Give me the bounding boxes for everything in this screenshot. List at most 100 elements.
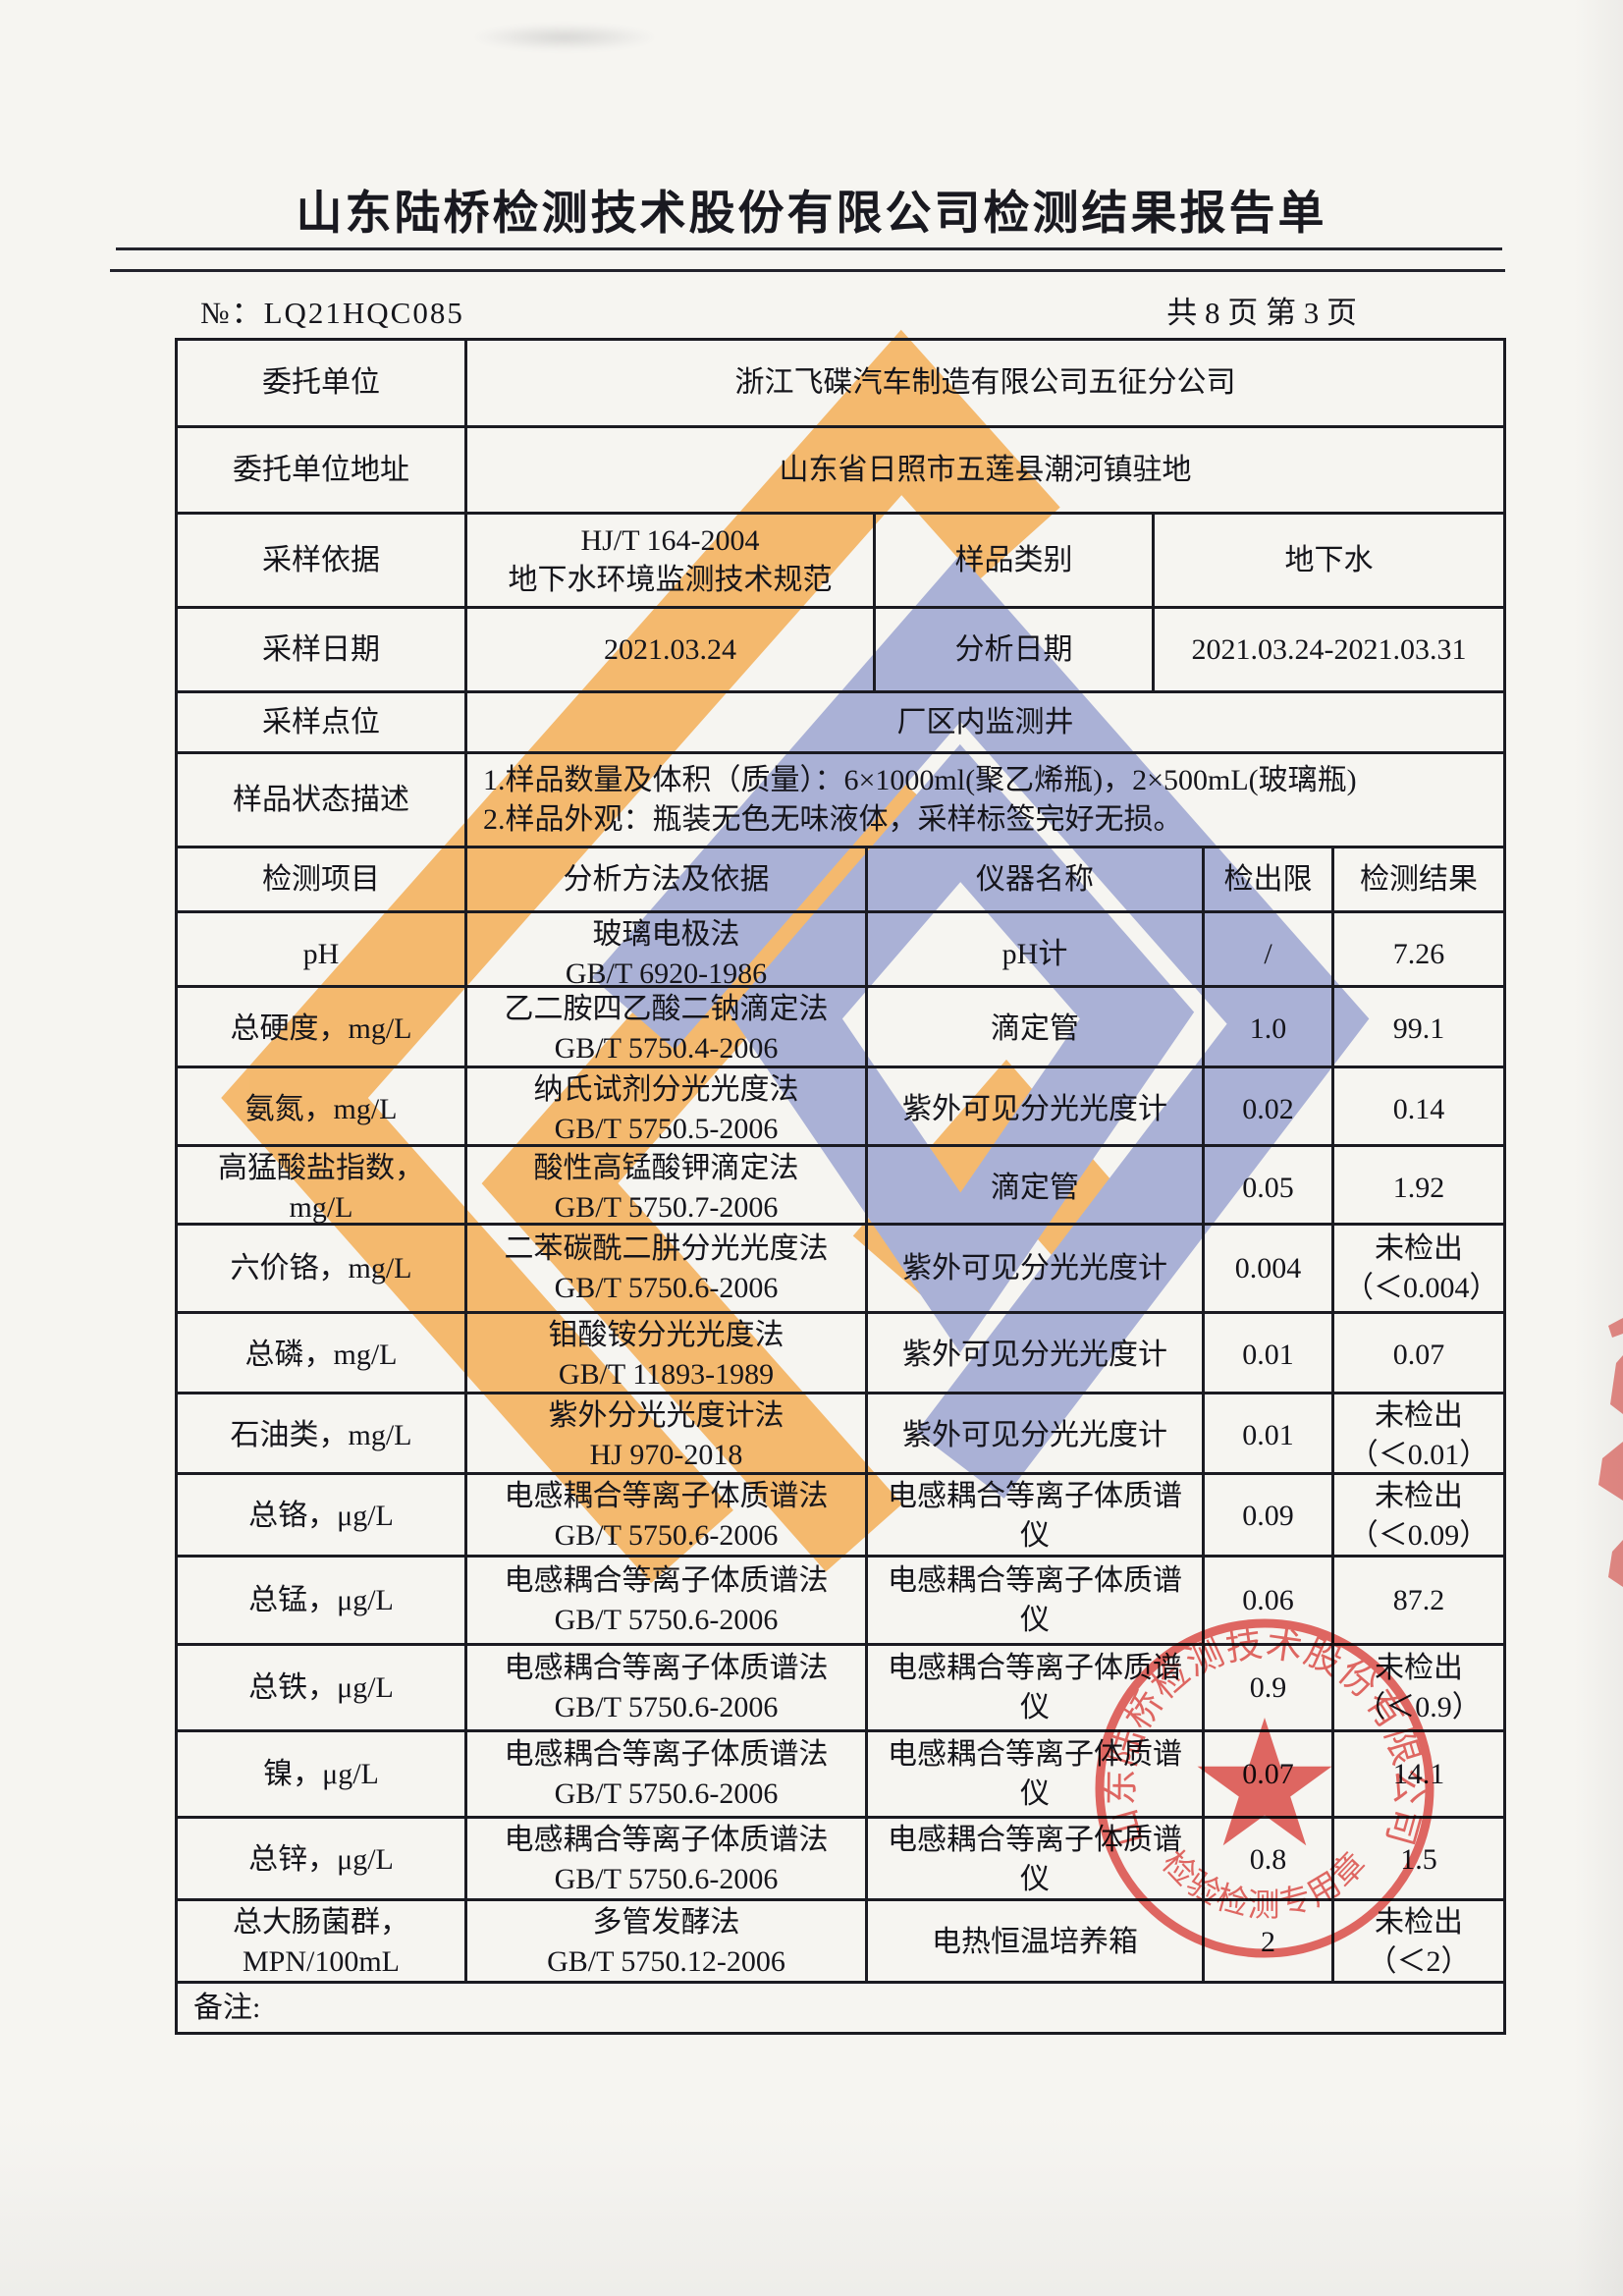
result-row: 总硬度，mg/L 乙二胺四乙酸二钠滴定法 GB/T 5750.4-2006 滴定管 1…	[178, 985, 1503, 1070]
column-header: 检测结果	[1331, 848, 1503, 910]
cell-instrument: 电感耦合等离子体质谱仪	[865, 1646, 1202, 1729]
cell-result: 7.26	[1331, 913, 1503, 996]
info-label: 样品状态描述	[233, 783, 409, 816]
info-label: 采样依据	[262, 543, 380, 576]
cell-instrument: 紫外可见分光光度计	[865, 1068, 1202, 1151]
column-header: 仪器名称	[865, 848, 1202, 910]
cell-result: 0.14	[1331, 1068, 1503, 1151]
cell-test-item: 石油类，mg/L	[230, 1418, 412, 1451]
cell-detection-limit: /	[1202, 913, 1331, 996]
cell-result: 未检出 （＜0.004）	[1331, 1226, 1503, 1311]
stamp-fragment	[1608, 1540, 1623, 1587]
info-row: 委托单位地址 山东省日照市五莲县潮河镇驻地	[178, 425, 1503, 512]
cell-instrument: 电感耦合等离子体质谱仪	[865, 1558, 1202, 1643]
cell-result: 未检出 （＜0.9）	[1331, 1646, 1503, 1729]
result-row: 高猛酸盐指数，mg/L 酸性高锰酸钾滴定法 GB/T 5750.7-2006 滴定管…	[178, 1144, 1503, 1230]
cell-instrument: 滴定管	[865, 1147, 1202, 1230]
info-label: 采样点位	[262, 705, 380, 738]
report-number: №：LQ21HQC085	[200, 288, 464, 332]
cell-detection-limit: 0.004	[1202, 1226, 1331, 1311]
cell-test-item: 总硬度，mg/L	[230, 1011, 412, 1045]
info-label: 采样日期	[262, 632, 380, 666]
cell-instrument: 电感耦合等离子体质谱仪	[865, 1732, 1202, 1816]
logo-blue-ribbon-inner	[729, 743, 1195, 1353]
cell-detection-limit: 0.8	[1202, 1819, 1331, 1901]
cell-method: 乙二胺四乙酸二钠滴定法 GB/T 5750.4-2006	[464, 988, 865, 1070]
cell-method: 电感耦合等离子体质谱法 GB/T 5750.6-2006	[464, 1732, 865, 1816]
cell-result: 87.2	[1331, 1558, 1503, 1643]
cell-method: 电感耦合等离子体质谱法 GB/T 5750.6-2006	[464, 1475, 865, 1558]
seal-purpose-text: 检验检测专用章	[1155, 1844, 1373, 1924]
cell-result: 1.92	[1331, 1147, 1503, 1230]
cell-test-item: 总锌，μg/L	[248, 1842, 394, 1876]
cell-instrument: 滴定管	[865, 988, 1202, 1070]
result-row: 总磷，mg/L 钼酸铵分光光度法 GB/T 11893-1989 紫外可见分光光度计…	[178, 1311, 1503, 1396]
cell-detection-limit: 0.05	[1202, 1147, 1331, 1230]
cell-detection-limit: 0.06	[1202, 1558, 1331, 1643]
cell-method: 钼酸铵分光光度法 GB/T 11893-1989	[464, 1314, 865, 1396]
info-value: 厂区内监测井	[464, 693, 1503, 751]
result-row: 总铁，μg/L 电感耦合等离子体质谱法 GB/T 5750.6-2006 电感耦合等…	[178, 1643, 1503, 1729]
column-header: 检测项目	[262, 862, 380, 896]
report-number-value: LQ21HQC085	[263, 296, 464, 330]
cell-result: 99.1	[1331, 988, 1503, 1070]
cell-test-item: 六价铬，mg/L	[230, 1251, 412, 1285]
report-meta: №：LQ21HQC085 共 8 页 第 3 页	[175, 295, 1506, 336]
info-value: 地下水	[1152, 515, 1503, 606]
cell-method: 电感耦合等离子体质谱法 GB/T 5750.6-2006	[464, 1819, 865, 1901]
logo-orange-ribbon	[221, 329, 1060, 1584]
cell-detection-limit: 0.01	[1202, 1314, 1331, 1396]
report-table: 委托单位 浙江飞碟汽车制造有限公司五征分公司 委托单位地址 山东省日照市五莲县潮河镇驻…	[175, 338, 1506, 2035]
cell-method: 酸性高锰酸钾滴定法 GB/T 5750.7-2006	[464, 1147, 865, 1230]
info-row: 采样依据 HJ/T 164-2004 地下水环境监测技术规范 样品类别 地下水	[178, 512, 1503, 606]
scan-smudge	[471, 24, 658, 51]
result-row: 总锌，μg/L 电感耦合等离子体质谱法 GB/T 5750.6-2006 电感耦合等…	[178, 1816, 1503, 1901]
cell-test-item: pH	[302, 937, 340, 970]
cell-method: 电感耦合等离子体质谱法 GB/T 5750.6-2006	[464, 1558, 865, 1643]
info-row: 委托单位 浙江飞碟汽车制造有限公司五征分公司	[178, 341, 1503, 425]
company-seal-stamp: 山东陆桥检测技术股份有限公司 检验检测专用章	[1095, 1618, 1434, 1958]
info-row: 采样日期 2021.03.24 分析日期 2021.03.24-2021.03.31	[178, 606, 1503, 690]
cell-result: 未检出 （＜0.09）	[1331, 1475, 1503, 1558]
remark-row: 备注:	[178, 1981, 1503, 2032]
cell-detection-limit: 1.0	[1202, 988, 1331, 1070]
cell-method: 电感耦合等离子体质谱法 GB/T 5750.6-2006	[464, 1646, 865, 1729]
cell-method: 纳氏试剂分光光度法 GB/T 5750.5-2006	[464, 1068, 865, 1151]
column-header: 分析方法及依据	[464, 848, 865, 910]
cell-result: 0.07	[1331, 1314, 1503, 1396]
stamp-fragment	[1608, 1318, 1623, 1338]
seal-ring	[1095, 1618, 1434, 1958]
info-row: 采样点位 厂区内监测井	[178, 690, 1503, 751]
page-title: 山东陆桥检测技术股份有限公司检测结果报告单	[296, 187, 1327, 239]
title-divider-top	[116, 247, 1502, 250]
results-header-row: 检测项目 分析方法及依据 仪器名称 检出限 检测结果	[178, 846, 1503, 910]
seal-star-icon	[1197, 1718, 1332, 1846]
result-row: pH 玻璃电极法 GB/T 6920-1986 pH计/7.26	[178, 910, 1503, 996]
cell-test-item: 总锰，μg/L	[248, 1583, 394, 1616]
cell-instrument: 紫外可见分光光度计	[865, 1394, 1202, 1477]
cell-instrument: 电感耦合等离子体质谱仪	[865, 1475, 1202, 1558]
cell-test-item: 总铁，μg/L	[248, 1670, 394, 1704]
cell-method: 紫外分光光度计法 HJ 970-2018	[464, 1394, 865, 1477]
result-row: 氨氮，mg/L 纳氏试剂分光光度法 GB/T 5750.5-2006 紫外可见分光光…	[178, 1066, 1503, 1151]
info-value: 浙江飞碟汽车制造有限公司五征分公司	[464, 341, 1503, 425]
stamp-fragment	[1598, 1442, 1623, 1501]
cell-instrument: 紫外可见分光光度计	[865, 1314, 1202, 1396]
cell-method: 多管发酵法 GB/T 5750.12-2006	[464, 1901, 865, 1984]
info-label: 委托单位地址	[233, 453, 409, 486]
info-label: 分析日期	[873, 609, 1152, 690]
info-label: 委托单位	[262, 366, 380, 400]
cell-detection-limit: 0.01	[1202, 1394, 1331, 1477]
cell-instrument: 电热恒温培养箱	[865, 1901, 1202, 1984]
remark-label: 备注:	[193, 1991, 261, 2024]
report-number-label: №：	[200, 296, 264, 330]
cell-test-item: 总铬，μg/L	[248, 1499, 394, 1532]
cell-instrument: pH计	[865, 913, 1202, 996]
cell-instrument: 紫外可见分光光度计	[865, 1226, 1202, 1311]
page-count: 共 8 页 第 3 页	[1166, 296, 1357, 330]
cell-detection-limit: 0.9	[1202, 1646, 1331, 1729]
info-value: 2021.03.24-2021.03.31	[1152, 609, 1503, 690]
cell-method: 玻璃电极法 GB/T 6920-1986	[464, 913, 865, 996]
